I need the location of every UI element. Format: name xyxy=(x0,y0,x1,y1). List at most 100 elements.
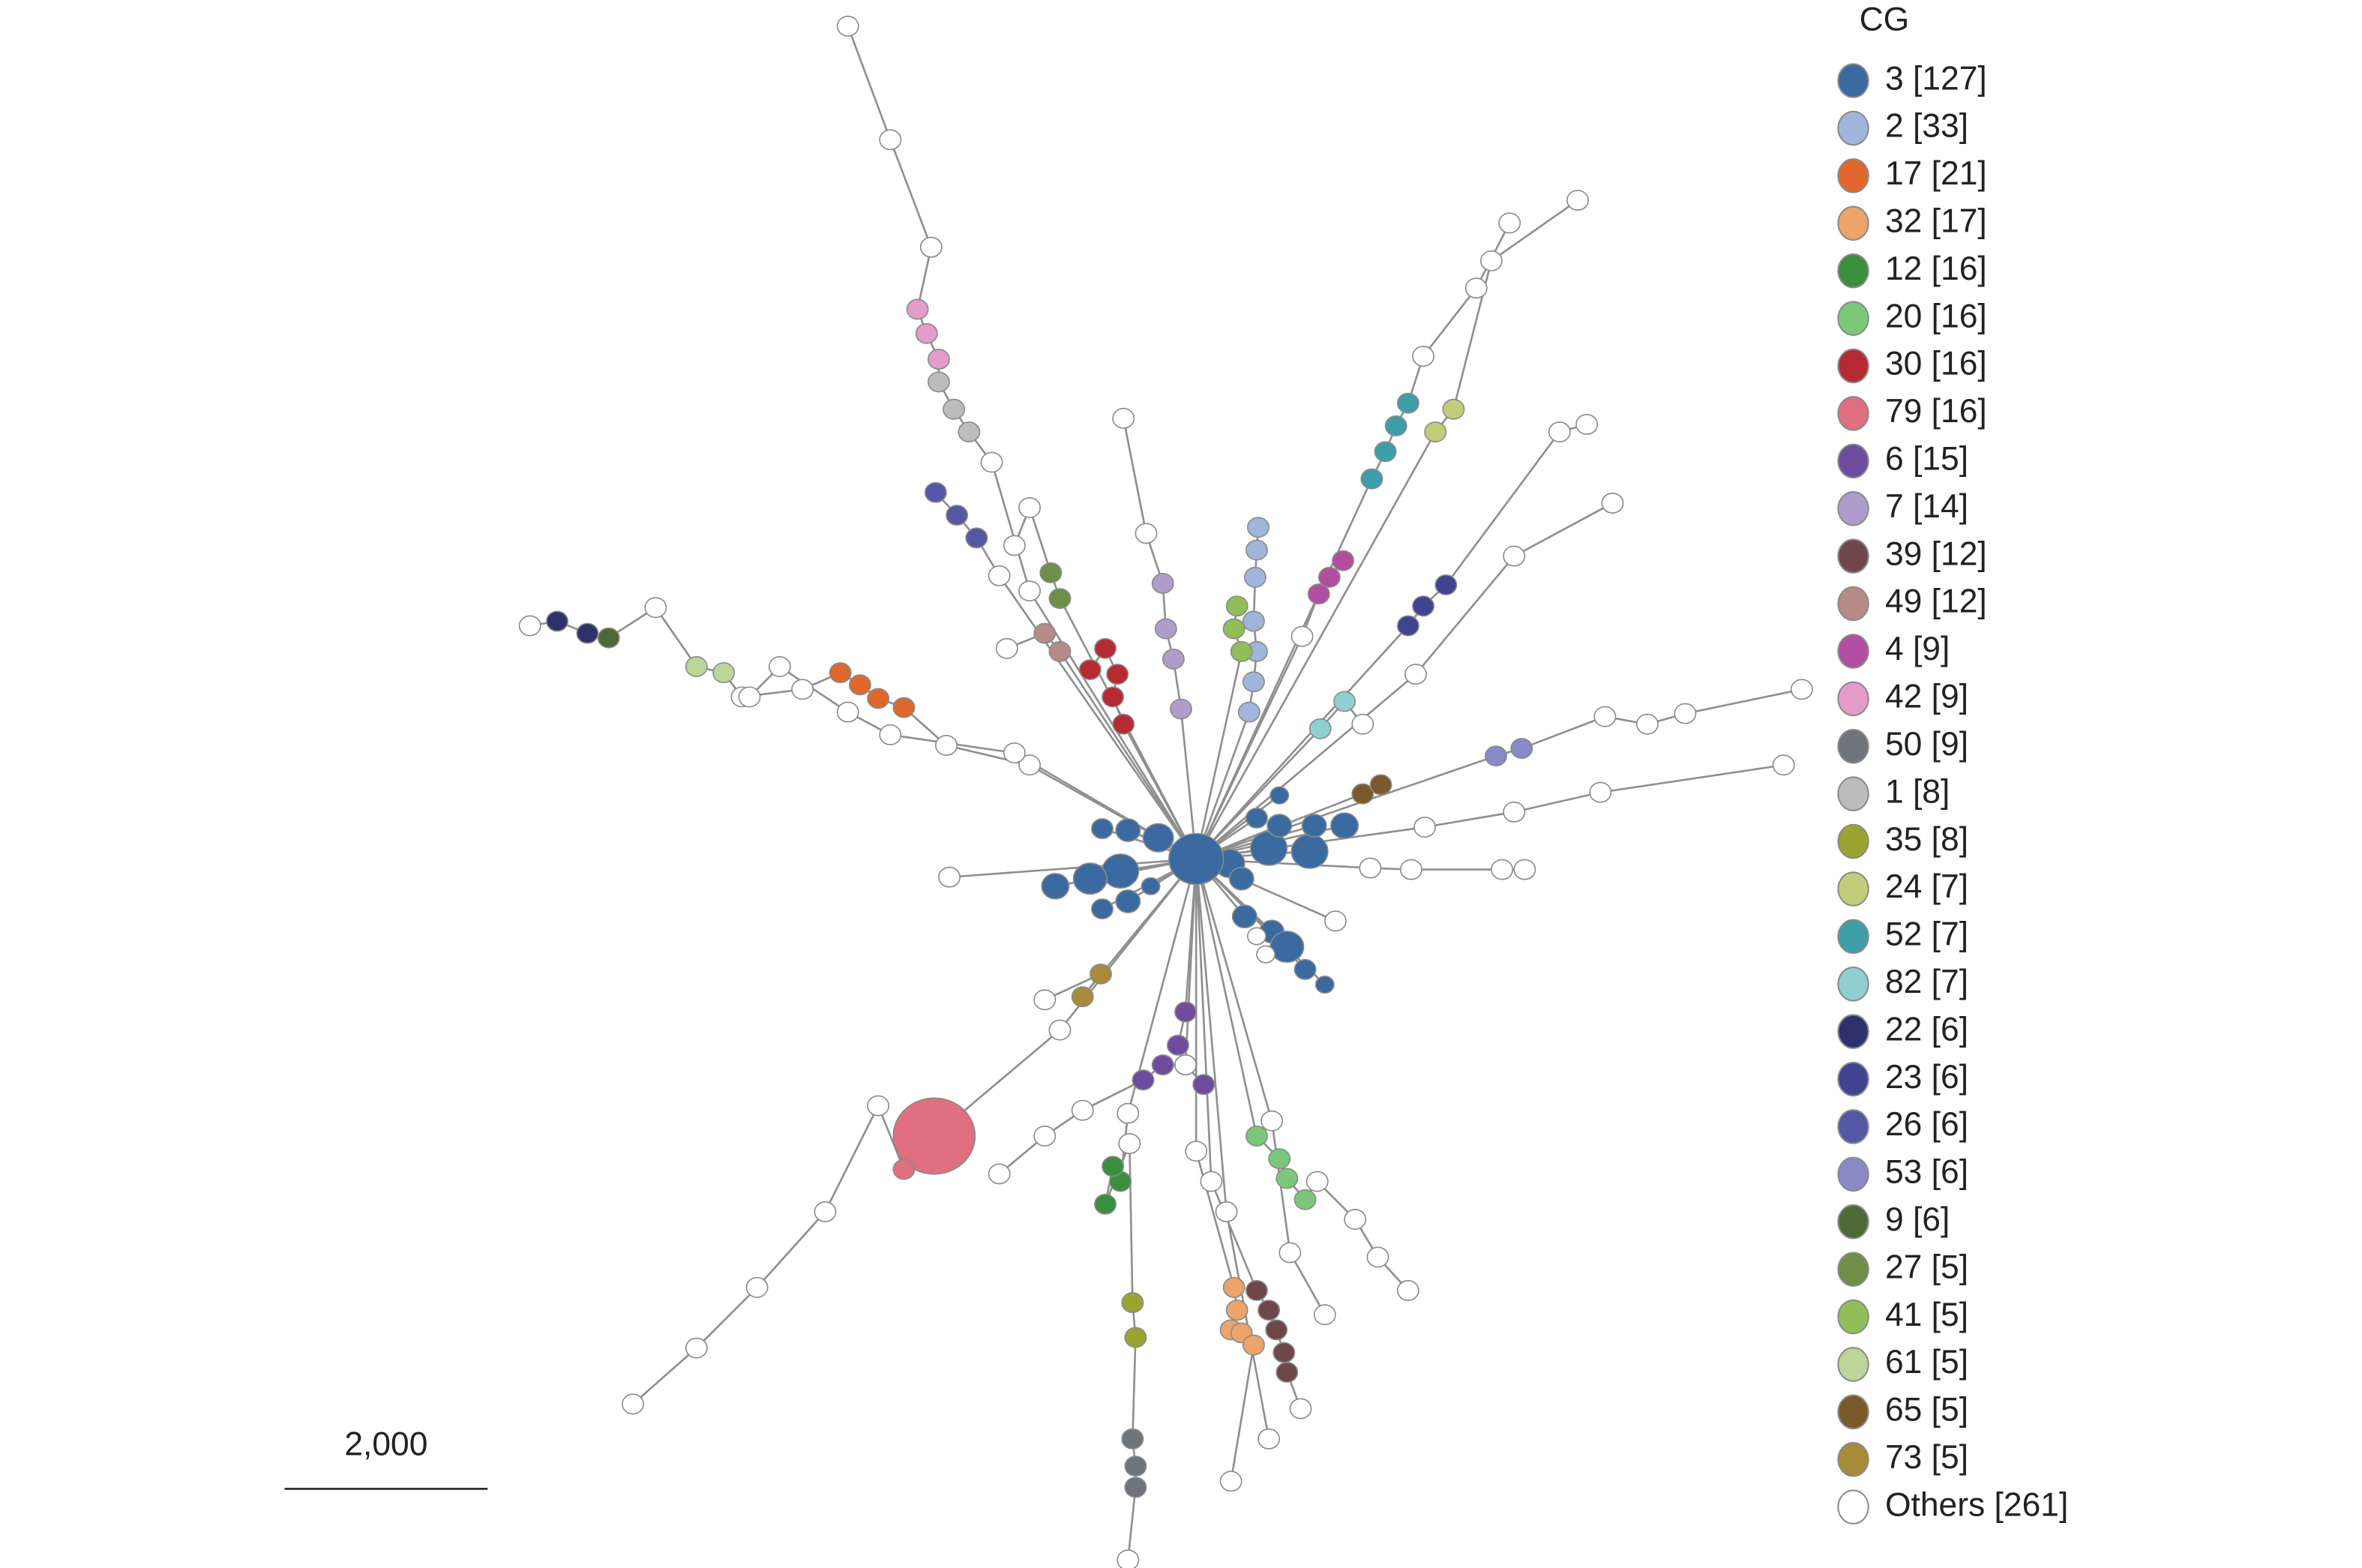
node xyxy=(1366,1246,1389,1268)
node xyxy=(1434,574,1458,595)
node xyxy=(1231,904,1257,929)
legend-swatch xyxy=(1837,205,1869,241)
node xyxy=(938,866,961,888)
legend-swatch xyxy=(1837,63,1869,98)
node xyxy=(892,1097,976,1175)
node xyxy=(1225,595,1248,617)
node xyxy=(1566,190,1589,211)
legend-label: 35 [8] xyxy=(1885,821,1968,858)
legend-swatch xyxy=(1837,1489,1869,1525)
legend-swatch xyxy=(1837,871,1869,907)
legend-swatch xyxy=(1837,1252,1869,1287)
node xyxy=(1503,801,1526,823)
legend-swatch xyxy=(1837,729,1869,764)
node xyxy=(1222,618,1245,640)
node xyxy=(1048,1019,1072,1041)
node xyxy=(1072,862,1108,895)
node xyxy=(1245,807,1268,829)
node xyxy=(1200,1171,1223,1192)
node xyxy=(1307,583,1330,605)
node xyxy=(685,1337,708,1359)
node xyxy=(1090,963,1112,985)
node xyxy=(1170,698,1192,720)
legend-label: 30 [16] xyxy=(1885,346,1987,382)
node xyxy=(919,236,943,258)
scale-bar-label: 2,000 xyxy=(344,1426,427,1463)
node xyxy=(1112,713,1135,735)
node xyxy=(1330,812,1359,839)
node xyxy=(829,662,852,684)
node xyxy=(1635,713,1659,735)
node xyxy=(1790,679,1813,700)
node xyxy=(1396,615,1419,637)
node xyxy=(1275,1362,1299,1383)
node xyxy=(1039,562,1063,583)
node xyxy=(1094,637,1117,659)
legend-label: 41 [5] xyxy=(1885,1297,1968,1333)
node xyxy=(1245,539,1268,561)
node xyxy=(1018,754,1042,776)
node xyxy=(1360,468,1383,490)
node xyxy=(879,724,902,745)
node xyxy=(1141,877,1161,895)
node xyxy=(1237,701,1260,723)
node xyxy=(1351,713,1374,735)
legend-swatch xyxy=(1837,301,1869,336)
node xyxy=(1485,745,1507,767)
node xyxy=(1117,1549,1140,1568)
node xyxy=(1589,781,1612,803)
edge xyxy=(1195,559,1344,860)
node xyxy=(1162,648,1185,670)
legend-swatch xyxy=(1837,253,1869,289)
node xyxy=(946,505,969,526)
node xyxy=(1242,610,1265,632)
node xyxy=(1048,640,1072,662)
node xyxy=(1442,398,1465,420)
node xyxy=(836,15,859,37)
node xyxy=(1374,441,1397,463)
legend-swatch xyxy=(1837,776,1869,811)
legend-label: 24 [7] xyxy=(1885,868,1968,905)
legend-label: 6 [15] xyxy=(1885,441,1968,478)
node xyxy=(958,421,981,442)
legend-swatch xyxy=(1837,396,1869,431)
node xyxy=(927,371,950,393)
node xyxy=(1314,975,1335,994)
node xyxy=(995,637,1018,659)
legend-swatch xyxy=(1837,1394,1869,1430)
node xyxy=(1480,250,1503,271)
node xyxy=(915,322,938,344)
node xyxy=(1078,659,1102,681)
node xyxy=(1290,625,1314,647)
legend-label: 26 [6] xyxy=(1885,1106,1968,1143)
legend-swatch xyxy=(1837,634,1869,669)
node xyxy=(1003,535,1026,556)
legend-label: 20 [16] xyxy=(1885,298,1987,334)
legend-label: 42 [9] xyxy=(1885,679,1968,715)
node xyxy=(1192,1074,1215,1096)
node xyxy=(1275,1168,1299,1189)
legend-label: 79 [16] xyxy=(1885,393,1987,430)
edge xyxy=(847,25,1197,860)
node xyxy=(1268,1148,1291,1170)
node xyxy=(1094,1193,1117,1215)
node xyxy=(1413,817,1437,838)
node xyxy=(1167,1034,1189,1056)
node xyxy=(1674,703,1697,724)
node xyxy=(1106,664,1129,685)
node xyxy=(848,674,871,696)
node xyxy=(685,656,708,677)
node xyxy=(1071,986,1094,1008)
edge xyxy=(1195,700,1364,860)
node xyxy=(1324,910,1347,932)
node xyxy=(1332,550,1354,571)
legend-swatch xyxy=(1837,158,1869,193)
legend-label: 9 [6] xyxy=(1885,1201,1950,1238)
node xyxy=(1245,1279,1268,1301)
node xyxy=(1510,738,1533,760)
node xyxy=(1219,1471,1242,1492)
node xyxy=(935,735,958,756)
node xyxy=(1115,818,1141,842)
